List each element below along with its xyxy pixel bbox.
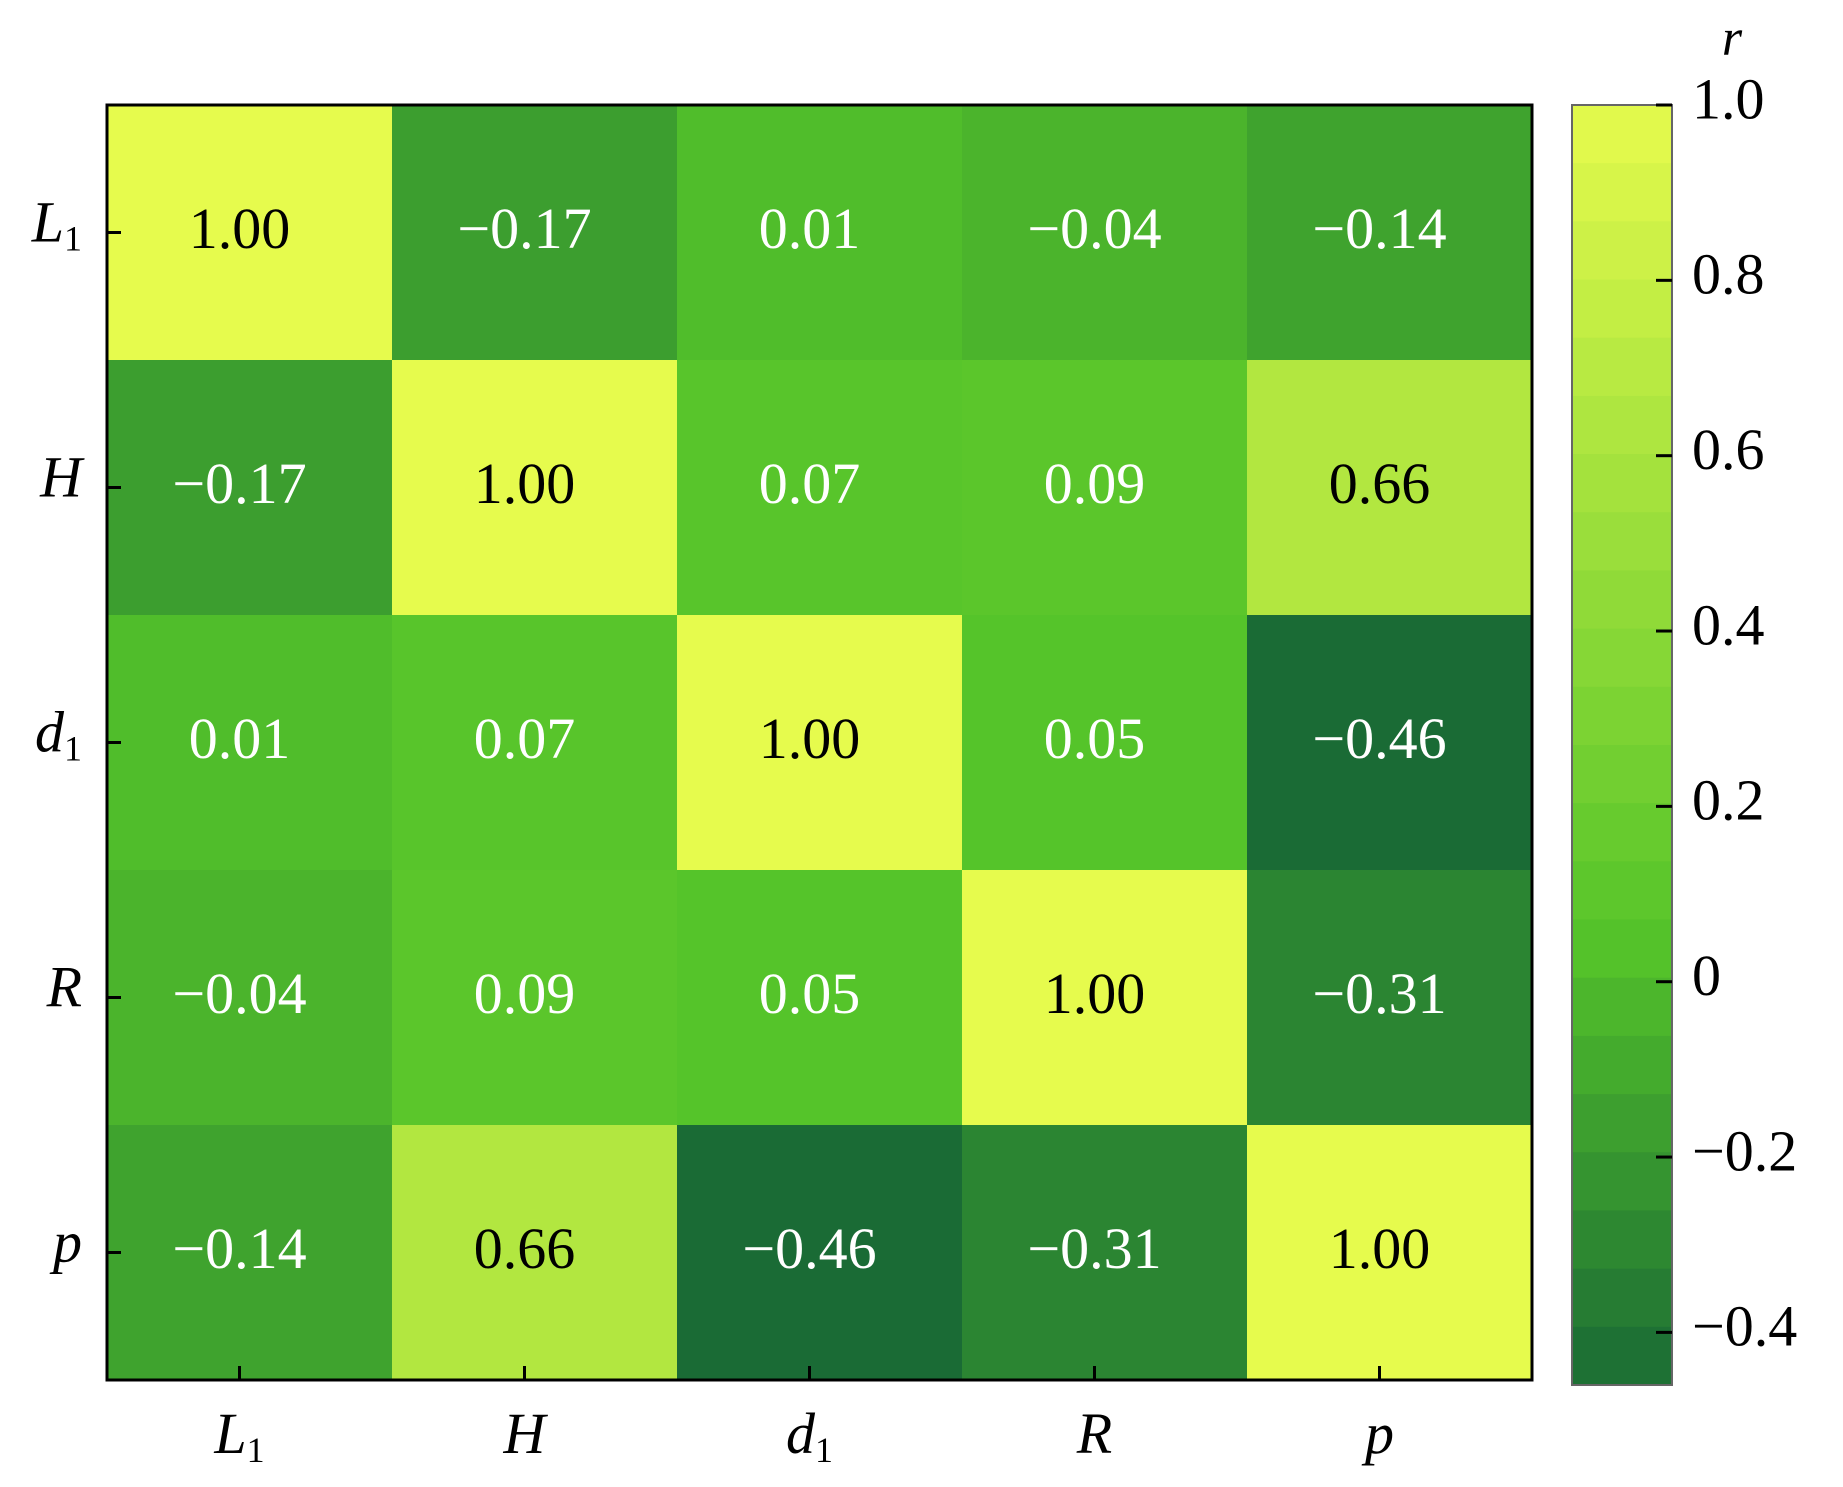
heatmap-cell-2-4 <box>1247 615 1532 870</box>
colorbar-segment-2 <box>1572 221 1672 281</box>
colorbar-title: r <box>1722 10 1743 67</box>
colorbar-segment-4 <box>1572 337 1672 397</box>
colorbar-segment-16 <box>1572 1035 1672 1096</box>
colorbar-segment-8 <box>1572 570 1672 630</box>
heatmap-cell-1-0 <box>107 360 392 615</box>
colorbar-segment-13 <box>1572 861 1672 921</box>
heatmap-cell-0-3 <box>962 105 1247 360</box>
colorbar-segment-0 <box>1572 105 1672 165</box>
heatmap-cells: 1.00 −0.17 0.01 −0.04 −0.14 −0.17 1.00 0.07 0.09… <box>107 105 1532 1380</box>
cell-value-3-3: 1.00 <box>1044 961 1146 1026</box>
heatmap-cell-4-3 <box>962 1125 1247 1380</box>
cell-value-2-0: 0.01 <box>189 706 291 771</box>
heatmap-cell-3-3 <box>962 870 1247 1125</box>
colorbar-segment-3 <box>1572 279 1672 339</box>
colorbar-tick-label-0: 1.0 <box>1692 66 1765 131</box>
cell-value-0-1: −0.17 <box>457 196 591 261</box>
colorbar-segment-17 <box>1572 1094 1672 1154</box>
cell-value-4-4: 1.00 <box>1329 1216 1431 1281</box>
colorbar-tick-label-7: −0.4 <box>1692 1294 1797 1359</box>
cell-value-1-0: −0.17 <box>172 451 306 516</box>
heatmap-cell-2-2 <box>677 615 962 870</box>
heatmap-cell-2-3 <box>962 615 1247 870</box>
cell-value-2-4: −0.46 <box>1312 706 1446 771</box>
colorbar-segment-19 <box>1572 1210 1672 1270</box>
heatmap-cell-1-1 <box>392 360 677 615</box>
colorbar-segment-18 <box>1572 1152 1672 1212</box>
cell-value-0-3: −0.04 <box>1027 196 1161 261</box>
cell-value-2-2: 1.00 <box>759 706 861 771</box>
colorbar-segment-21 <box>1572 1326 1672 1386</box>
x-tick-label-2: d1 <box>786 1401 833 1470</box>
heatmap-cell-4-2 <box>677 1125 962 1380</box>
heatmap-cell-2-0 <box>107 615 392 870</box>
heatmap-cell-0-0 <box>107 105 392 360</box>
y-tick-label-0: L1 <box>31 190 82 259</box>
cell-value-1-4: 0.66 <box>1329 451 1431 516</box>
cell-value-2-3: 0.05 <box>1044 706 1146 771</box>
cell-value-3-4: −0.31 <box>1312 961 1446 1026</box>
heatmap-cell-0-1 <box>392 105 677 360</box>
cell-value-1-2: 0.07 <box>759 451 861 516</box>
y-tick-label-3: R <box>46 955 82 1020</box>
y-tick-label-4: p <box>49 1210 82 1275</box>
colorbar-segment-1 <box>1572 163 1672 223</box>
cell-value-0-2: 0.01 <box>759 196 861 261</box>
cell-value-3-1: 0.09 <box>474 961 576 1026</box>
cell-value-1-1: 1.00 <box>474 451 576 516</box>
y-tick-label-1: H <box>39 445 85 510</box>
cell-value-4-0: −0.14 <box>172 1216 306 1281</box>
heatmap-cell-3-4 <box>1247 870 1532 1125</box>
x-tick-label-0: L1 <box>213 1401 264 1470</box>
cell-value-3-0: −0.04 <box>172 961 306 1026</box>
heatmap-cell-0-4 <box>1247 105 1532 360</box>
x-tick-label-1: H <box>503 1401 549 1466</box>
colorbar-tick-label-4: 0.2 <box>1692 768 1765 833</box>
x-tick-label-4: p <box>1361 1401 1394 1466</box>
colorbar-segment-15 <box>1572 977 1672 1037</box>
heatmap-cell-1-3 <box>962 360 1247 615</box>
colorbar-segment-6 <box>1572 454 1672 514</box>
heatmap-cell-3-0 <box>107 870 392 1125</box>
colorbar-segment-12 <box>1572 803 1672 863</box>
heatmap-axes: L1 L1 H Hd1 d1 R Rp p <box>31 103 1534 1470</box>
colorbar-segment-20 <box>1572 1268 1672 1328</box>
colorbar-segment-10 <box>1572 686 1672 746</box>
colorbar: 1.0 0.8 0.6 0.4 0.2 0 −0.2 −0.4 r <box>1571 10 1797 1386</box>
cell-value-4-2: −0.46 <box>742 1216 876 1281</box>
colorbar-tick-label-5: 0 <box>1692 943 1721 1008</box>
heatmap-cell-4-4 <box>1247 1125 1532 1380</box>
heatmap-cell-4-1 <box>392 1125 677 1380</box>
heatmap-cell-0-2 <box>677 105 962 360</box>
colorbar-segment-14 <box>1572 919 1672 979</box>
heatmap-cell-1-2 <box>677 360 962 615</box>
colorbar-tick-label-2: 0.6 <box>1692 417 1765 482</box>
x-tick-label-3: R <box>1076 1401 1112 1466</box>
cell-value-0-4: −0.14 <box>1312 196 1446 261</box>
y-tick-label-2: d1 <box>35 700 82 769</box>
cell-value-4-3: −0.31 <box>1027 1216 1161 1281</box>
colorbar-tick-label-6: −0.2 <box>1692 1118 1797 1183</box>
colorbar-tick-label-1: 0.8 <box>1692 242 1765 307</box>
heatmap-cell-4-0 <box>107 1125 392 1380</box>
cell-value-2-1: 0.07 <box>474 706 576 771</box>
heatmap-cell-1-4 <box>1247 360 1532 615</box>
cell-value-3-2: 0.05 <box>759 961 861 1026</box>
colorbar-segment-5 <box>1572 395 1672 456</box>
heatmap-cell-2-1 <box>392 615 677 870</box>
heatmap-cell-3-2 <box>677 870 962 1125</box>
heatmap-cell-3-1 <box>392 870 677 1125</box>
cell-value-1-3: 0.09 <box>1044 451 1146 516</box>
colorbar-segment-9 <box>1572 628 1672 688</box>
colorbar-segment-11 <box>1572 745 1672 805</box>
cell-value-0-0: 1.00 <box>189 196 291 261</box>
cell-value-4-1: 0.66 <box>474 1216 576 1281</box>
colorbar-tick-label-3: 0.4 <box>1692 592 1765 657</box>
colorbar-segment-7 <box>1572 512 1672 572</box>
colorbar-frame <box>1571 104 1673 1386</box>
